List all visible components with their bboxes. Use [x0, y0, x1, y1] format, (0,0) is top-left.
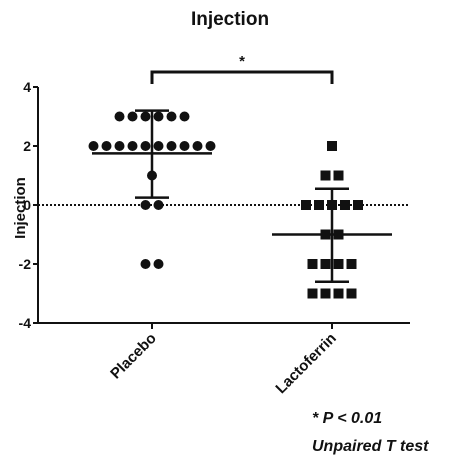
data-point — [307, 259, 318, 269]
data-point — [333, 259, 344, 269]
y-tick-label: -2 — [19, 256, 32, 272]
data-point — [333, 170, 344, 181]
x-tick-label: Lactoferrin — [272, 330, 339, 397]
data-point — [192, 141, 203, 151]
chart-title: Injection — [191, 9, 269, 30]
footnote-test: Unpaired T test — [312, 438, 429, 455]
data-point — [147, 170, 157, 181]
data-point — [320, 229, 331, 240]
data-point — [140, 259, 151, 269]
axes: 4 2 0 -2 -4 Placebo Lactoferrin — [19, 79, 410, 397]
data-point — [179, 141, 190, 151]
data-point — [166, 111, 177, 122]
data-point — [346, 288, 357, 299]
data-point — [307, 288, 318, 299]
data-point — [140, 111, 151, 122]
data-point — [353, 200, 363, 210]
data-point — [127, 141, 138, 151]
data-point — [333, 288, 344, 299]
y-axis-label: Injection — [12, 177, 29, 239]
data-point — [179, 111, 190, 122]
data-point — [301, 200, 311, 210]
significance-bracket — [150, 70, 334, 84]
data-point — [333, 229, 344, 240]
data-point — [153, 200, 164, 210]
significance-bracket-group: * — [150, 53, 334, 84]
y-tick-label: 2 — [23, 138, 31, 154]
data-point — [314, 200, 324, 210]
data-point — [153, 259, 164, 269]
data-point — [153, 141, 164, 151]
x-tick-label: Placebo — [107, 330, 160, 383]
data-point — [340, 200, 350, 210]
data-point — [88, 141, 99, 151]
data-point — [320, 288, 331, 299]
y-tick-label: -4 — [19, 315, 32, 331]
data-point — [114, 111, 125, 122]
data-point — [327, 200, 337, 210]
data-point — [114, 141, 125, 151]
error-bars — [92, 109, 392, 283]
data-point — [101, 141, 112, 151]
data-point — [140, 200, 151, 210]
data-points — [88, 111, 363, 299]
data-point — [320, 170, 331, 181]
data-point — [127, 111, 138, 122]
data-point — [153, 111, 164, 122]
footnote-significance: * P < 0.01 — [312, 410, 383, 427]
significance-star: * — [239, 53, 245, 70]
data-point — [320, 259, 331, 269]
data-point — [166, 141, 177, 151]
data-point — [327, 141, 337, 151]
data-point — [140, 141, 151, 151]
data-point — [346, 259, 357, 269]
y-tick-label: 4 — [23, 79, 31, 95]
y-tick-label: 0 — [23, 197, 31, 213]
data-point — [205, 141, 216, 151]
